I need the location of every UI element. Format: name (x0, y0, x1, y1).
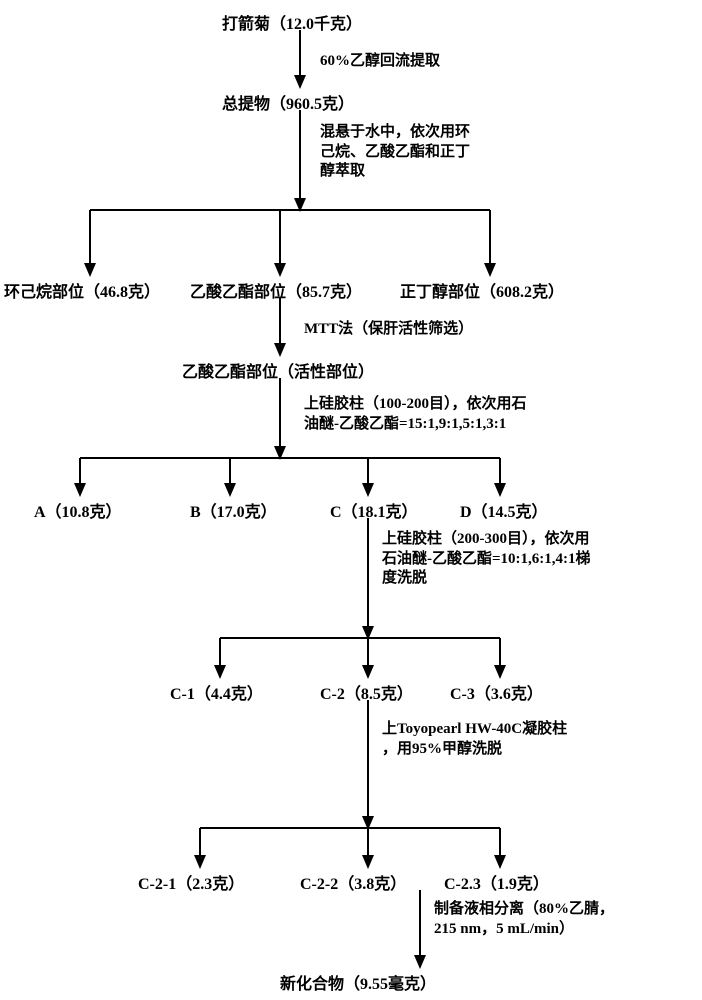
step-2: 混悬于水中，依次用环己烷、乙酸乙酯和正丁醇萃取 (320, 123, 470, 182)
node-hexane: 环己烷部位（46.8克） (4, 278, 160, 302)
node-C: C（18.1克） (330, 498, 418, 522)
node-C3: C-3（3.6克） (450, 680, 543, 704)
step-5: 上硅胶柱（200-300目），依次用石油醚-乙酸乙酯=10:1,6:1,4:1梯… (382, 530, 591, 589)
node-B: B（17.0克） (190, 498, 277, 522)
node-C2: C-2（8.5克） (320, 680, 413, 704)
node-etoac: 乙酸乙酯部位（85.7克） (190, 278, 362, 302)
node-C23: C-2.3（1.9克） (444, 870, 549, 894)
node-extract: 总提物（960.5克） (222, 90, 354, 114)
node-active: 乙酸乙酯部位（活性部位） (182, 358, 374, 382)
node-C21: C-2-1（2.3克） (138, 870, 244, 894)
step-3: MTT法（保肝活性筛选） (304, 320, 473, 340)
node-start: 打箭菊（12.0千克） (222, 10, 362, 34)
node-D: D（14.5克） (460, 498, 548, 522)
node-butanol: 正丁醇部位（608.2克） (400, 278, 564, 302)
step-7: 制备液相分离（80%乙腈，215 nm，5 mL/min） (434, 900, 614, 939)
node-A: A（10.8克） (34, 498, 122, 522)
step-4: 上硅胶柱（100-200目），依次用石油醚-乙酸乙酯=15:1,9:1,5:1,… (304, 395, 527, 434)
node-final: 新化合物（9.55毫克） (280, 970, 436, 994)
node-C22: C-2-2（3.8克） (300, 870, 406, 894)
node-C1: C-1（4.4克） (170, 680, 263, 704)
step-6: 上Toyopearl HW-40C凝胶柱，用95%甲醇洗脱 (382, 720, 567, 759)
step-1: 60%乙醇回流提取 (320, 52, 440, 72)
